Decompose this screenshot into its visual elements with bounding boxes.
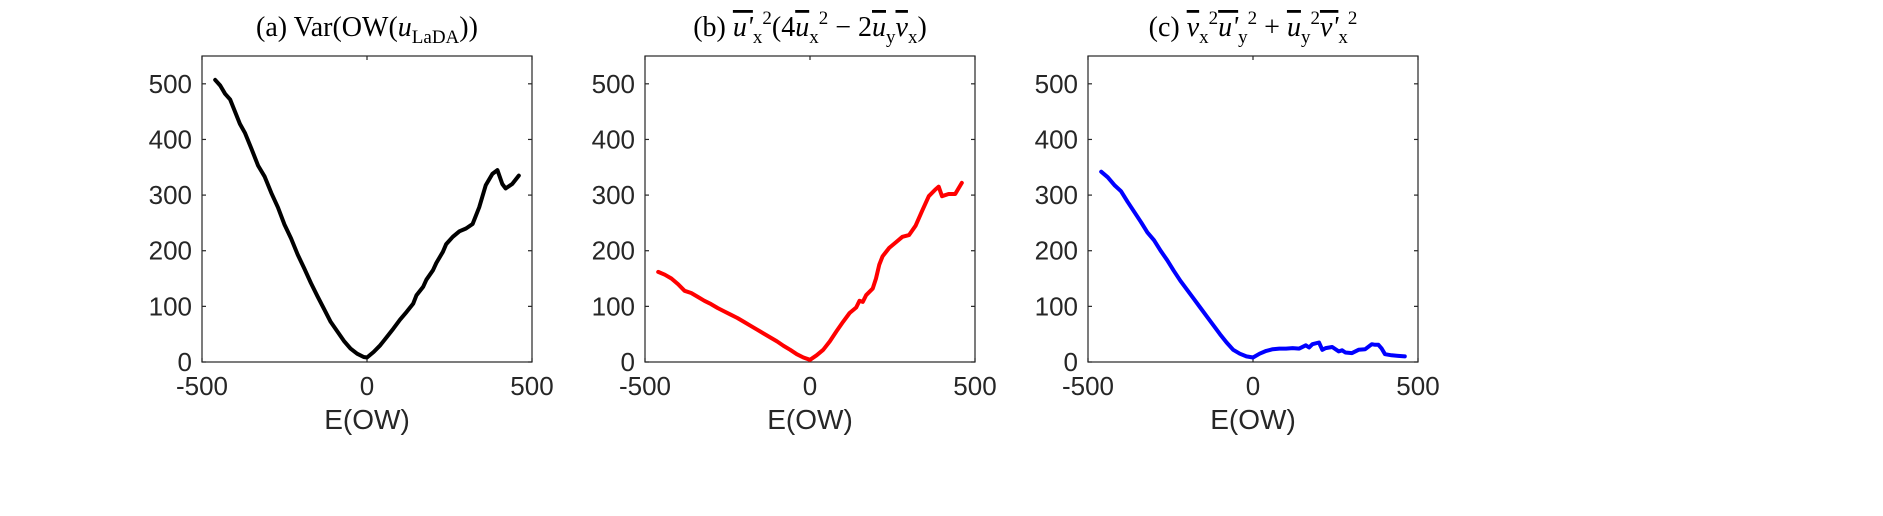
title-part: y xyxy=(1301,27,1311,48)
title-part: u' xyxy=(733,12,754,43)
title-part: ) xyxy=(917,12,926,43)
y-tick-label: 300 xyxy=(592,180,635,210)
title-part: 2 xyxy=(1310,8,1320,29)
title-part: v xyxy=(896,12,909,43)
title-part: 2 xyxy=(819,8,829,29)
chart-title: (c) vx2u'y2 + uy2v'x2 xyxy=(1149,8,1358,48)
x-tick-label: -500 xyxy=(176,371,228,401)
title-part: (c) xyxy=(1149,12,1187,43)
x-tick-label: -500 xyxy=(619,371,671,401)
title-part: (b) xyxy=(693,12,733,43)
y-tick-label: 500 xyxy=(592,69,635,99)
title-part: + xyxy=(1257,12,1287,43)
y-tick-label: 300 xyxy=(1035,180,1078,210)
title-part: u xyxy=(1287,12,1301,43)
title-part: u xyxy=(795,12,809,43)
y-tick-label: 400 xyxy=(1035,124,1078,154)
x-tick-label: -500 xyxy=(1062,371,1114,401)
y-tick-label: 100 xyxy=(1035,291,1078,321)
y-tick-label: 100 xyxy=(592,291,635,321)
title-part: x xyxy=(908,27,918,48)
title-part: − 2 xyxy=(828,12,872,43)
title-part: (4 xyxy=(772,12,795,43)
title-part: x xyxy=(1338,27,1348,48)
title-part: )) xyxy=(459,12,478,43)
y-tick-label: 0 xyxy=(621,347,635,377)
title-part: v' xyxy=(1320,12,1339,43)
x-tick-label: 500 xyxy=(1396,371,1439,401)
y-tick-label: 500 xyxy=(1035,69,1078,99)
x-tick-label: 0 xyxy=(1246,371,1260,401)
plot-frame xyxy=(1087,55,1419,363)
title-part: 2 xyxy=(1248,8,1258,29)
x-axis-label: E(OW) xyxy=(324,404,410,435)
title-part: u xyxy=(872,12,886,43)
y-tick-label: 400 xyxy=(592,124,635,154)
x-tick-label: 0 xyxy=(360,371,374,401)
chart-title: (b) u'x2(4ux2 − 2uyvx) xyxy=(693,8,927,48)
title-part: y xyxy=(886,27,896,48)
title-part: u' xyxy=(1218,12,1239,43)
title-part: 2 xyxy=(1348,8,1358,29)
y-tick-label: 200 xyxy=(1035,236,1078,266)
series-line-1 xyxy=(213,77,521,360)
title-part: x xyxy=(1199,27,1209,48)
title-part: u xyxy=(398,12,412,43)
title-part: y xyxy=(1238,27,1248,48)
title-part: LaDA xyxy=(412,27,460,48)
x-tick-label: 500 xyxy=(510,371,553,401)
title-part: x xyxy=(753,27,763,48)
y-tick-label: 500 xyxy=(149,69,192,99)
chart-title: (a) Var(OW(uLaDA)) xyxy=(256,12,478,48)
series-line-1 xyxy=(1099,169,1407,360)
title-part: (a) Var(OW( xyxy=(256,12,398,43)
series-line-1 xyxy=(656,180,964,362)
y-tick-label: 200 xyxy=(592,236,635,266)
plot-frame xyxy=(644,55,976,363)
title-part: x xyxy=(809,27,819,48)
y-tick-label: 100 xyxy=(149,291,192,321)
title-part: 2 xyxy=(762,8,772,29)
y-tick-label: 400 xyxy=(149,124,192,154)
x-axis-label: E(OW) xyxy=(767,404,853,435)
x-tick-label: 0 xyxy=(803,371,817,401)
title-part: 2 xyxy=(1209,8,1219,29)
plot-frame xyxy=(201,55,533,363)
y-tick-label: 0 xyxy=(178,347,192,377)
y-tick-label: 0 xyxy=(1064,347,1078,377)
y-tick-label: 200 xyxy=(149,236,192,266)
x-axis-label: E(OW) xyxy=(1210,404,1296,435)
title-part: v xyxy=(1187,12,1200,43)
x-tick-label: 500 xyxy=(953,371,996,401)
y-tick-label: 300 xyxy=(149,180,192,210)
